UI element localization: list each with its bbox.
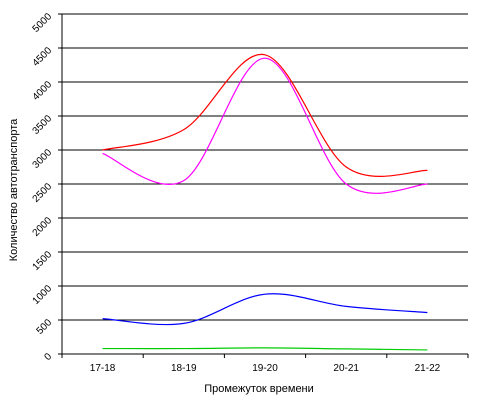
y-tick-label: 1000 [31, 283, 55, 307]
y-tick-label: 5000 [31, 11, 55, 35]
series-line-4 [102, 347, 428, 351]
axes [58, 13, 469, 358]
x-tick-label: 20-21 [333, 363, 359, 374]
y-tick-label: 1500 [31, 249, 55, 273]
series-lines [102, 54, 428, 351]
grid [62, 13, 468, 321]
x-tick-label: 19-20 [252, 363, 278, 374]
y-tick-label: 3000 [31, 147, 55, 171]
x-tick-label: 17-18 [90, 363, 116, 374]
series-line-2 [102, 57, 428, 194]
y-tick-label: 500 [35, 317, 55, 337]
x-axis-label: Промежуток времени [204, 383, 314, 395]
series-line-3 [102, 293, 428, 326]
y-axis-label: Количество автотранспорта [8, 118, 20, 261]
x-tick-label: 18-19 [171, 363, 197, 374]
y-tick-label: 2500 [31, 181, 55, 205]
y-tick-label: 4500 [31, 45, 55, 69]
y-tick-label: 4000 [31, 79, 55, 103]
y-tick-label: 0 [42, 351, 54, 363]
x-tick-labels: 17-18 18-19 19-20 20-21 21-22 [90, 363, 441, 374]
x-tick-label: 21-22 [415, 363, 441, 374]
series-line-1 [102, 54, 428, 177]
y-tick-label: 2000 [31, 215, 55, 239]
y-tick-label: 3500 [31, 113, 55, 137]
y-tick-labels: 0 500 1000 1500 2000 2500 3000 3500 4000 4500 5000 [31, 11, 55, 363]
